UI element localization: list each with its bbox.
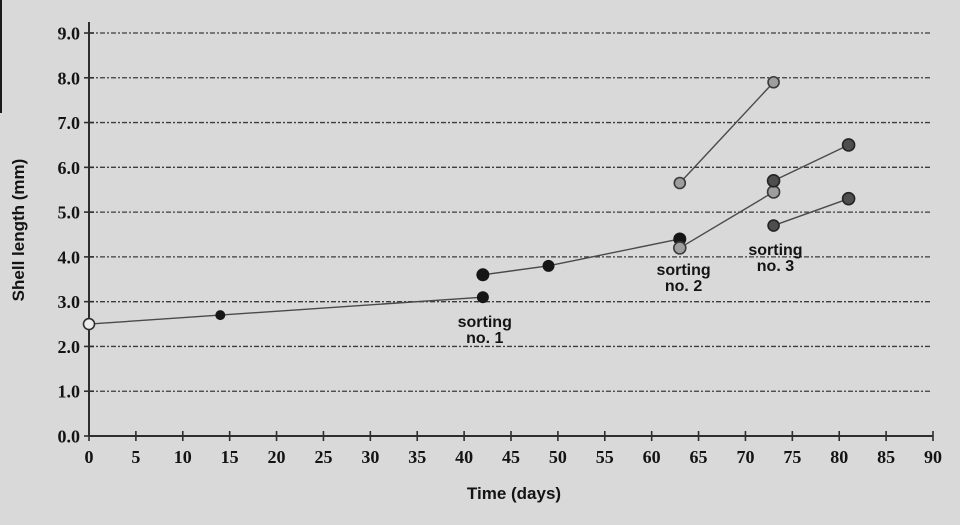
y-tick-label: 4.0	[58, 247, 81, 267]
data-point-retained-after-sorting-1	[542, 259, 555, 272]
y-tick-label: 5.0	[58, 203, 81, 223]
y-tick-label: 1.0	[58, 382, 81, 402]
x-tick-label: 5	[131, 447, 140, 467]
x-tick-label: 25	[314, 447, 332, 467]
x-tick-label: 20	[268, 447, 286, 467]
x-tick-label: 0	[85, 447, 94, 467]
x-tick-label: 10	[174, 447, 192, 467]
data-point-cohort-start-to-sorting-1	[215, 310, 226, 321]
series-line-large-fraction-after-sorting-3	[773, 144, 849, 182]
y-tick-label: 9.0	[58, 24, 81, 44]
x-tick-label: 75	[783, 447, 801, 467]
x-tick-label: 35	[408, 447, 426, 467]
data-point-large-fraction-after-sorting-2	[767, 75, 780, 89]
y-axis-title: Shell length (mm)	[9, 158, 28, 302]
y-tick-label: 6.0	[58, 158, 81, 178]
series-line-retained-after-sorting-2	[679, 191, 774, 249]
x-tick-label: 80	[830, 447, 848, 467]
data-point-small-fraction-after-sorting-3	[841, 191, 856, 206]
series-line-large-fraction-after-sorting-2	[679, 81, 775, 184]
x-tick-label: 60	[643, 447, 661, 467]
annotation-sorting-2: sorting no. 2	[656, 262, 711, 296]
x-tick-label: 90	[924, 447, 942, 467]
data-point-retained-after-sorting-1	[476, 268, 490, 282]
data-point-retained-after-sorting-2	[766, 185, 781, 199]
annotation-sorting-1: sorting no. 1	[457, 313, 512, 347]
annotation-sorting-3: sorting no. 3	[748, 242, 803, 276]
x-tick-label: 65	[690, 447, 708, 467]
data-point-cohort-start-to-sorting-1	[476, 291, 489, 304]
y-tick-label: 2.0	[58, 337, 81, 357]
x-tick-label: 55	[596, 447, 614, 467]
data-point-large-fraction-after-sorting-3	[841, 138, 856, 152]
y-tick-label: 8.0	[58, 68, 81, 88]
y-tick-label: 0.0	[58, 427, 81, 447]
series-line-small-fraction-after-sorting-3	[773, 198, 849, 227]
x-tick-label: 45	[502, 447, 520, 467]
x-tick-label: 40	[455, 447, 473, 467]
x-tick-label: 85	[877, 447, 895, 467]
x-tick-label: 70	[736, 447, 754, 467]
y-tick-label: 3.0	[58, 292, 81, 312]
data-point-large-fraction-after-sorting-2	[673, 176, 687, 190]
x-tick-label: 15	[221, 447, 239, 467]
data-point-small-fraction-after-sorting-3	[767, 219, 780, 232]
x-tick-label: 30	[361, 447, 379, 467]
y-tick-label: 7.0	[58, 113, 81, 133]
scan-artifact-left-edge	[0, 0, 2, 113]
data-point-large-fraction-after-sorting-3	[766, 173, 781, 188]
x-axis-title: Time (days)	[466, 484, 562, 503]
data-point-retained-after-sorting-2	[672, 241, 687, 255]
data-point-cohort-start-to-sorting-1	[82, 317, 96, 331]
x-tick-label: 50	[549, 447, 567, 467]
